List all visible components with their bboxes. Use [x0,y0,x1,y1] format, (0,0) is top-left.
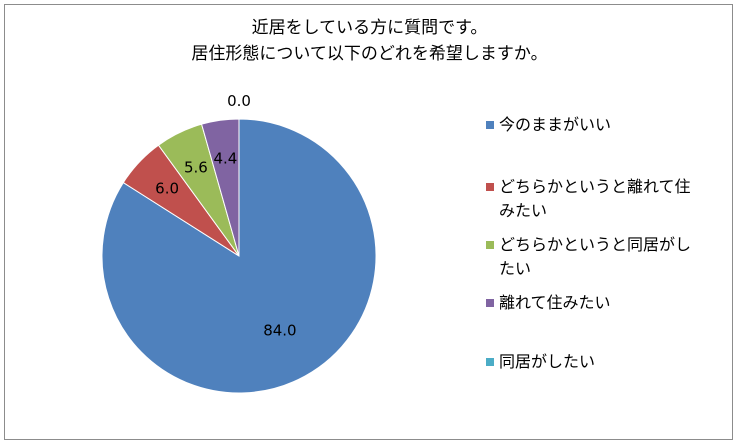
legend-label-5-line-1: 同居がしたい [499,352,596,371]
legend-label-2-line-2: みたい [499,201,548,220]
data-label-2: 6.0 [155,179,179,197]
legend-label-3-line-1: どちらかというと同居がし [499,235,692,254]
legend-label-2-line-1: どちらかというと離れて住 [499,177,691,196]
chart-title-line-1: 近居をしている方に質問です。 [251,18,488,38]
legend-label-1-line-1: 今のままがいい [499,115,612,134]
legend-label-5: 同居がしたい [499,350,724,374]
legend-label-3-line-2: たい [499,259,532,278]
legend-swatch-5 [486,358,494,366]
legend-label-3: どちらかというと同居がし たい [499,233,724,281]
data-label-4: 4.4 [213,149,237,167]
legend-swatch-1 [486,121,494,129]
legend-label-4-line-1: 離れて住みたい [499,293,611,312]
legend-label-4: 離れて住みたい [499,291,724,315]
legend-label-1: 今のままがいい [499,113,724,137]
legend-swatch-2 [486,183,494,191]
pie-slice-1 [101,118,377,394]
data-label-5: 0.0 [227,92,251,110]
chart-title-line-2: 居住形態について以下のどれを希望しますか。 [191,44,548,64]
data-label-1: 84.0 [263,321,296,339]
data-label-3: 5.6 [184,158,208,176]
legend-swatch-4 [486,299,494,307]
legend-label-2: どちらかというと離れて住 みたい [499,175,724,223]
pie-slice-4 [200,118,240,257]
legend-swatch-3 [486,241,494,249]
pie-data-labels: 84.0 6.0 5.6 4.4 0.0 [155,92,296,339]
pie-slices [101,118,377,394]
